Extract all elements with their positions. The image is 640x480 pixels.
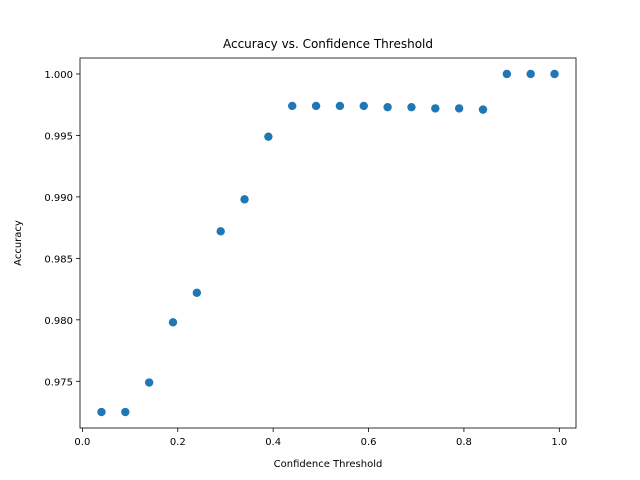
data-point <box>478 105 488 114</box>
data-point <box>121 407 130 417</box>
x-tick-label: 0.8 <box>456 437 472 448</box>
data-point <box>526 69 535 79</box>
data-point <box>431 104 440 113</box>
y-tick-label: 0.995 <box>44 131 73 142</box>
data-point <box>335 101 345 111</box>
data-point <box>264 132 273 141</box>
y-axis-ticks: 0.975 0.980 0.985 0.990 0.995 1.000 <box>44 70 80 388</box>
data-point <box>168 318 178 327</box>
x-axis-label: Confidence Threshold <box>274 459 383 470</box>
data-point <box>144 378 154 387</box>
data-point <box>359 101 368 111</box>
y-axis-label: Accuracy <box>13 220 24 266</box>
x-tick-label: 0.6 <box>361 437 377 448</box>
y-tick-label: 0.980 <box>44 316 73 327</box>
x-tick-label: 0.2 <box>170 437 186 448</box>
data-point <box>216 227 225 236</box>
chart-title: Accuracy vs. Confidence Threshold <box>223 37 433 51</box>
y-tick-label: 1.000 <box>44 70 73 81</box>
y-tick-label: 0.990 <box>44 193 73 204</box>
x-tick-label: 1.0 <box>551 437 567 448</box>
data-point <box>454 104 464 113</box>
x-tick-label: 0.0 <box>74 437 90 448</box>
data-point <box>550 69 559 79</box>
x-tick-label: 0.4 <box>265 437 281 448</box>
y-tick-label: 0.985 <box>44 254 73 265</box>
data-point <box>311 101 321 111</box>
data-point <box>383 102 392 112</box>
data-point <box>288 101 297 111</box>
x-axis-ticks: 0.0 0.2 0.4 0.6 0.8 1.0 <box>74 428 567 448</box>
plot-frame <box>79 57 577 429</box>
data-point <box>502 69 512 79</box>
data-point <box>192 288 202 297</box>
data-points <box>97 69 559 417</box>
y-tick-label: 0.975 <box>44 377 73 388</box>
data-point <box>97 407 106 417</box>
data-point <box>407 102 416 112</box>
data-point <box>240 195 249 204</box>
